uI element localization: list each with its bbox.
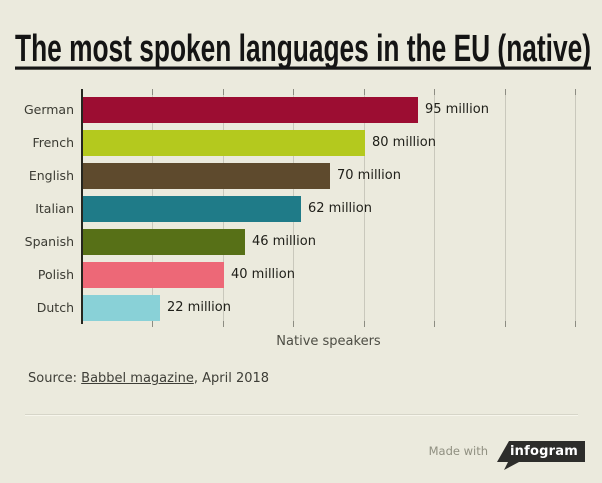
axis-tick-bottom [364,321,365,327]
axis-tick-top [223,89,224,95]
value-label: 46 million [252,234,316,249]
gridline [505,89,506,327]
made-with-label: Made with [428,444,488,458]
bar-english[interactable] [83,163,330,189]
value-label: 62 million [308,201,372,216]
axis-tick-top [152,89,153,95]
gridline [575,89,576,327]
axis-tick-bottom [223,321,224,327]
value-label: 70 million [337,168,401,183]
bar-polish[interactable] [83,262,224,288]
infogram-logo[interactable]: infogram [497,441,585,470]
axis-tick-top [293,89,294,95]
value-label: 22 million [167,300,231,315]
axis-tick-bottom [434,321,435,327]
value-label: 95 million [425,102,489,117]
x-axis-label: Native speakers [276,334,381,349]
footer-divider [25,414,578,416]
gridline [434,89,435,327]
bar-spanish[interactable] [83,229,245,255]
axis-tick-bottom [293,321,294,327]
value-label: 80 million [372,135,436,150]
y-axis-line [81,89,83,324]
infogram-credit: Made with infogram [429,441,585,470]
category-label: Polish [37,267,74,282]
axis-tick-top [575,89,576,95]
category-label: Italian [35,201,74,216]
value-label: 40 million [231,267,295,282]
chart-title: The most spoken languages in the EU (nat… [15,28,591,70]
bar-german[interactable] [83,97,418,123]
bar-dutch[interactable] [83,295,160,321]
source-suffix: , April 2018 [193,371,270,386]
axis-tick-top [505,89,506,95]
axis-tick-top [364,89,365,95]
plot-area: German 95 million French 80 million English 7… [24,89,576,327]
bar-italian[interactable] [83,196,301,222]
source-prefix: Source: [28,371,82,386]
category-label: Spanish [24,234,74,249]
bar-french[interactable] [83,130,365,156]
axis-tick-bottom [505,321,506,327]
category-label: French [32,135,74,150]
infogram-logo-text: infogram [510,444,578,459]
category-label: English [28,168,74,183]
title-block: The most spoken languages in the EU (nat… [14,25,596,73]
axis-tick-bottom [152,321,153,327]
title-svg: The most spoken languages in the EU (nat… [15,28,591,70]
category-label: Dutch [36,300,74,315]
source-note: Source: Babbel magazine, April 2018 [28,371,269,386]
title-underline [15,66,591,70]
category-label: German [23,102,74,117]
gridline [364,89,365,327]
axis-tick-top [434,89,435,95]
axis-tick-bottom [575,321,576,327]
source-link[interactable]: Babbel magazine [81,371,194,386]
